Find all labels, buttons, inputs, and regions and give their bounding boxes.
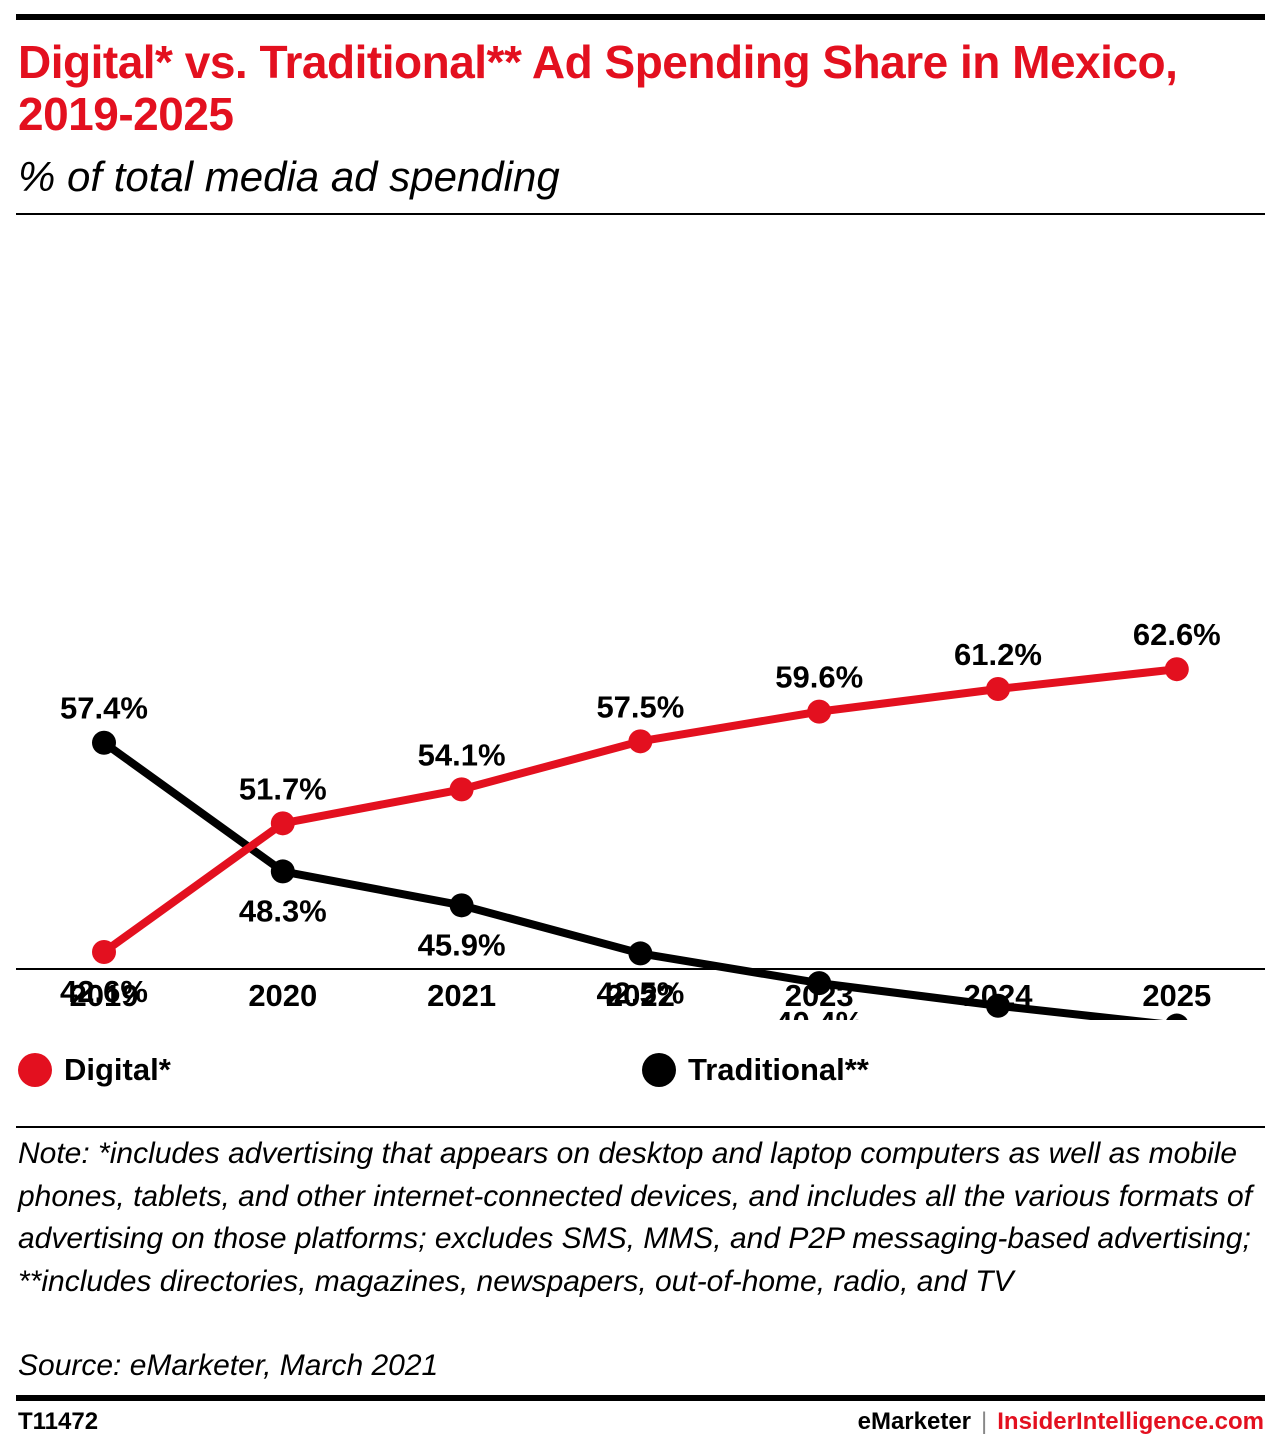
data-label-traditional: 40.4% [775, 1005, 863, 1020]
data-point-traditional [807, 971, 832, 996]
data-label-digital: 62.6% [1133, 617, 1221, 652]
data-label-traditional: 48.3% [239, 893, 327, 928]
x-tick-label: 2021 [427, 978, 496, 1013]
data-point-traditional [92, 730, 116, 755]
legend-traditional-swatch [642, 1053, 676, 1087]
chart-subtitle: % of total media ad spending [18, 153, 560, 200]
data-point-digital [807, 699, 832, 724]
x-tick-label: 2019 [70, 978, 139, 1013]
data-label-digital: 59.6% [775, 660, 863, 695]
data-point-digital [449, 777, 474, 802]
top-rule [16, 14, 1265, 20]
chart-title: Digital* vs. Traditional** Ad Spending S… [18, 36, 1178, 140]
legend-traditional-label: Traditional** [688, 1052, 869, 1087]
data-point-traditional [628, 941, 653, 966]
data-point-traditional [1166, 1013, 1188, 1020]
x-tick-label: 2022 [606, 978, 675, 1013]
data-label-digital: 57.5% [596, 689, 684, 724]
data-label-traditional: 57.4% [60, 691, 148, 726]
data-point-digital [92, 940, 116, 964]
data-point-digital [270, 811, 295, 836]
brand-separator: | [981, 1408, 988, 1435]
legend-digital: Digital* [18, 1050, 171, 1090]
data-point-traditional [986, 993, 1010, 1018]
data-label-traditional: 42.5% [596, 975, 684, 1010]
data-label-digital: 51.7% [239, 771, 327, 806]
data-point-digital [628, 729, 653, 754]
data-point-traditional [449, 893, 474, 918]
brand-footer: eMarketer | InsiderIntelligence.com [858, 1408, 1264, 1436]
legend-digital-swatch [18, 1053, 52, 1087]
x-tick-label: 2020 [248, 978, 317, 1013]
subtitle-rule [16, 213, 1265, 215]
footnote: Note: *includes advertising that appears… [18, 1137, 1253, 1298]
brand-emarketer: eMarketer [857, 1408, 972, 1435]
chart-id: T11472 [18, 1408, 99, 1435]
data-label-digital: 54.1% [418, 737, 506, 772]
line-chart: 201920202021202220232024202557.4%48.3%45… [16, 617, 1265, 1020]
data-point-traditional [270, 859, 295, 884]
legend-traditional: Traditional** [642, 1050, 869, 1090]
data-point-digital [1164, 657, 1189, 682]
data-label-digital: 61.2% [954, 637, 1042, 672]
brand-insiderintelligence: InsiderIntelligence.com [997, 1408, 1264, 1435]
footer-rule [16, 1395, 1265, 1401]
note-rule [16, 1126, 1265, 1128]
data-label-digital: 42.6% [60, 974, 148, 1009]
x-tick-label: 2025 [1142, 978, 1211, 1013]
data-label-traditional: 45.9% [418, 927, 506, 962]
source-line: Source: eMarketer, March 2021 [18, 1349, 439, 1382]
legend-digital-label: Digital* [64, 1052, 171, 1087]
data-point-digital [986, 676, 1010, 701]
